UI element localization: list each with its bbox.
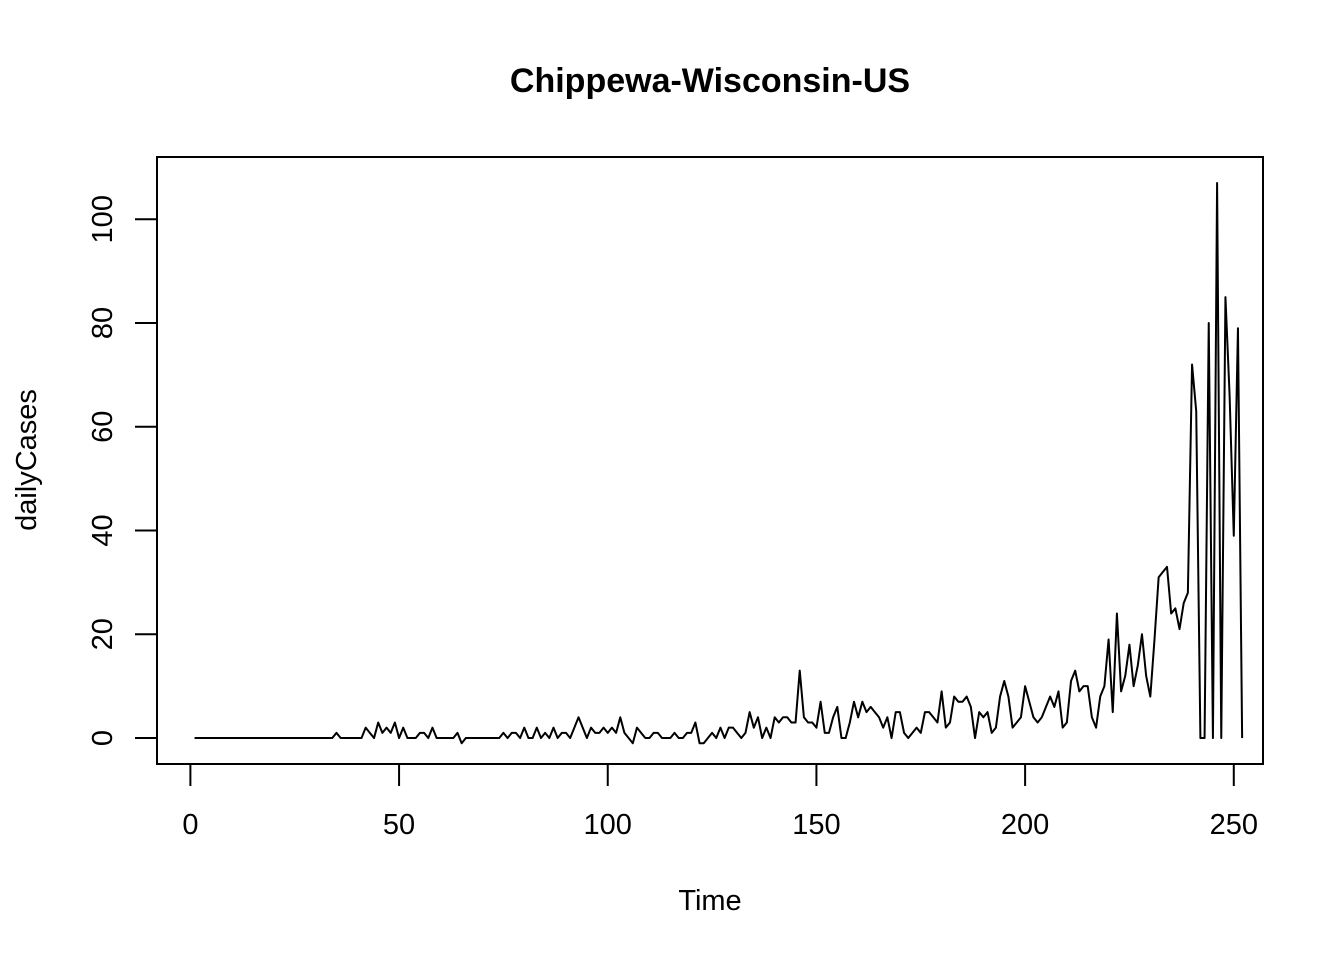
x-tick-label: 200 — [1001, 809, 1049, 841]
y-tick-label: 100 — [87, 195, 119, 243]
x-tick-label: 250 — [1210, 809, 1258, 841]
x-axis: 0 50 100 150 200 250 — [182, 763, 1258, 841]
x-tick-label: 100 — [584, 809, 632, 841]
chart-title: Chippewa-Wisconsin-US — [510, 62, 910, 100]
y-tick-label: 0 — [87, 730, 119, 746]
y-tick-label: 20 — [87, 618, 119, 650]
y-tick-label: 40 — [87, 514, 119, 546]
y-tick-label: 80 — [87, 307, 119, 339]
series-layer — [194, 181, 1244, 745]
x-axis-label: Time — [678, 885, 741, 917]
plot-frame — [156, 156, 1264, 765]
series-line — [194, 181, 1244, 745]
y-tick-label: 60 — [87, 411, 119, 443]
y-axis-label: dailyCases — [11, 389, 43, 531]
y-axis: 0 20 40 60 80 100 — [87, 195, 158, 746]
x-tick-label: 0 — [182, 809, 198, 841]
x-tick-label: 50 — [383, 809, 415, 841]
x-tick-label: 150 — [792, 809, 840, 841]
